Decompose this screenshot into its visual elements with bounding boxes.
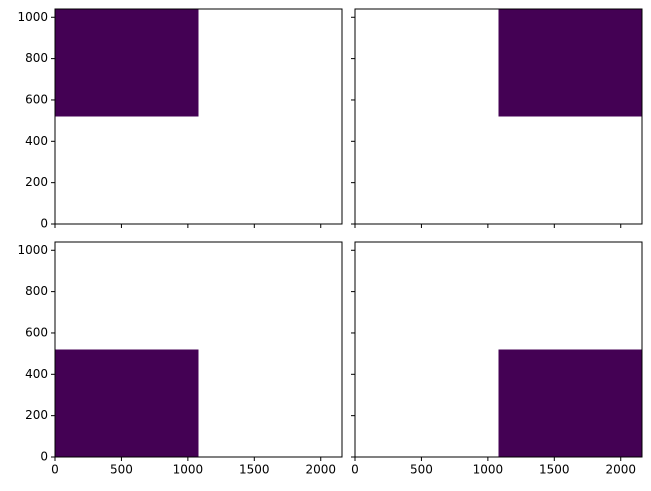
- y-tick-label: 1000: [17, 10, 48, 24]
- x-tick-label: 1500: [539, 463, 570, 477]
- y-tick-label: 1000: [17, 243, 48, 257]
- y-tick-label: 200: [25, 408, 48, 422]
- y-tick-label: 400: [25, 134, 48, 148]
- image: [498, 349, 642, 457]
- axes-frame: [354, 8, 643, 225]
- axes-frame: [54, 8, 343, 225]
- image: [55, 349, 199, 457]
- x-tick-label: 2000: [605, 463, 636, 477]
- y-tick-label: 0: [40, 450, 48, 464]
- image: [55, 9, 199, 117]
- y-tick-label: 400: [25, 367, 48, 381]
- y-tick-label: 200: [25, 175, 48, 189]
- x-tick-label: 1000: [173, 463, 204, 477]
- x-tick-label: 1000: [473, 463, 504, 477]
- y-tick-label: 600: [25, 325, 48, 339]
- x-tick-label: 0: [51, 463, 59, 477]
- x-tick-label: 1500: [239, 463, 270, 477]
- y-tick-label: 800: [25, 284, 48, 298]
- x-tick-label: 2000: [305, 463, 336, 477]
- axes-frame: [354, 241, 643, 458]
- x-tick-label: 500: [410, 463, 433, 477]
- y-tick-label: 600: [25, 92, 48, 106]
- axes-frame: [54, 241, 343, 458]
- x-tick-label: 500: [110, 463, 133, 477]
- y-tick-label: 0: [40, 217, 48, 231]
- y-tick-label: 800: [25, 51, 48, 65]
- x-tick-label: 0: [351, 463, 359, 477]
- image: [498, 9, 642, 117]
